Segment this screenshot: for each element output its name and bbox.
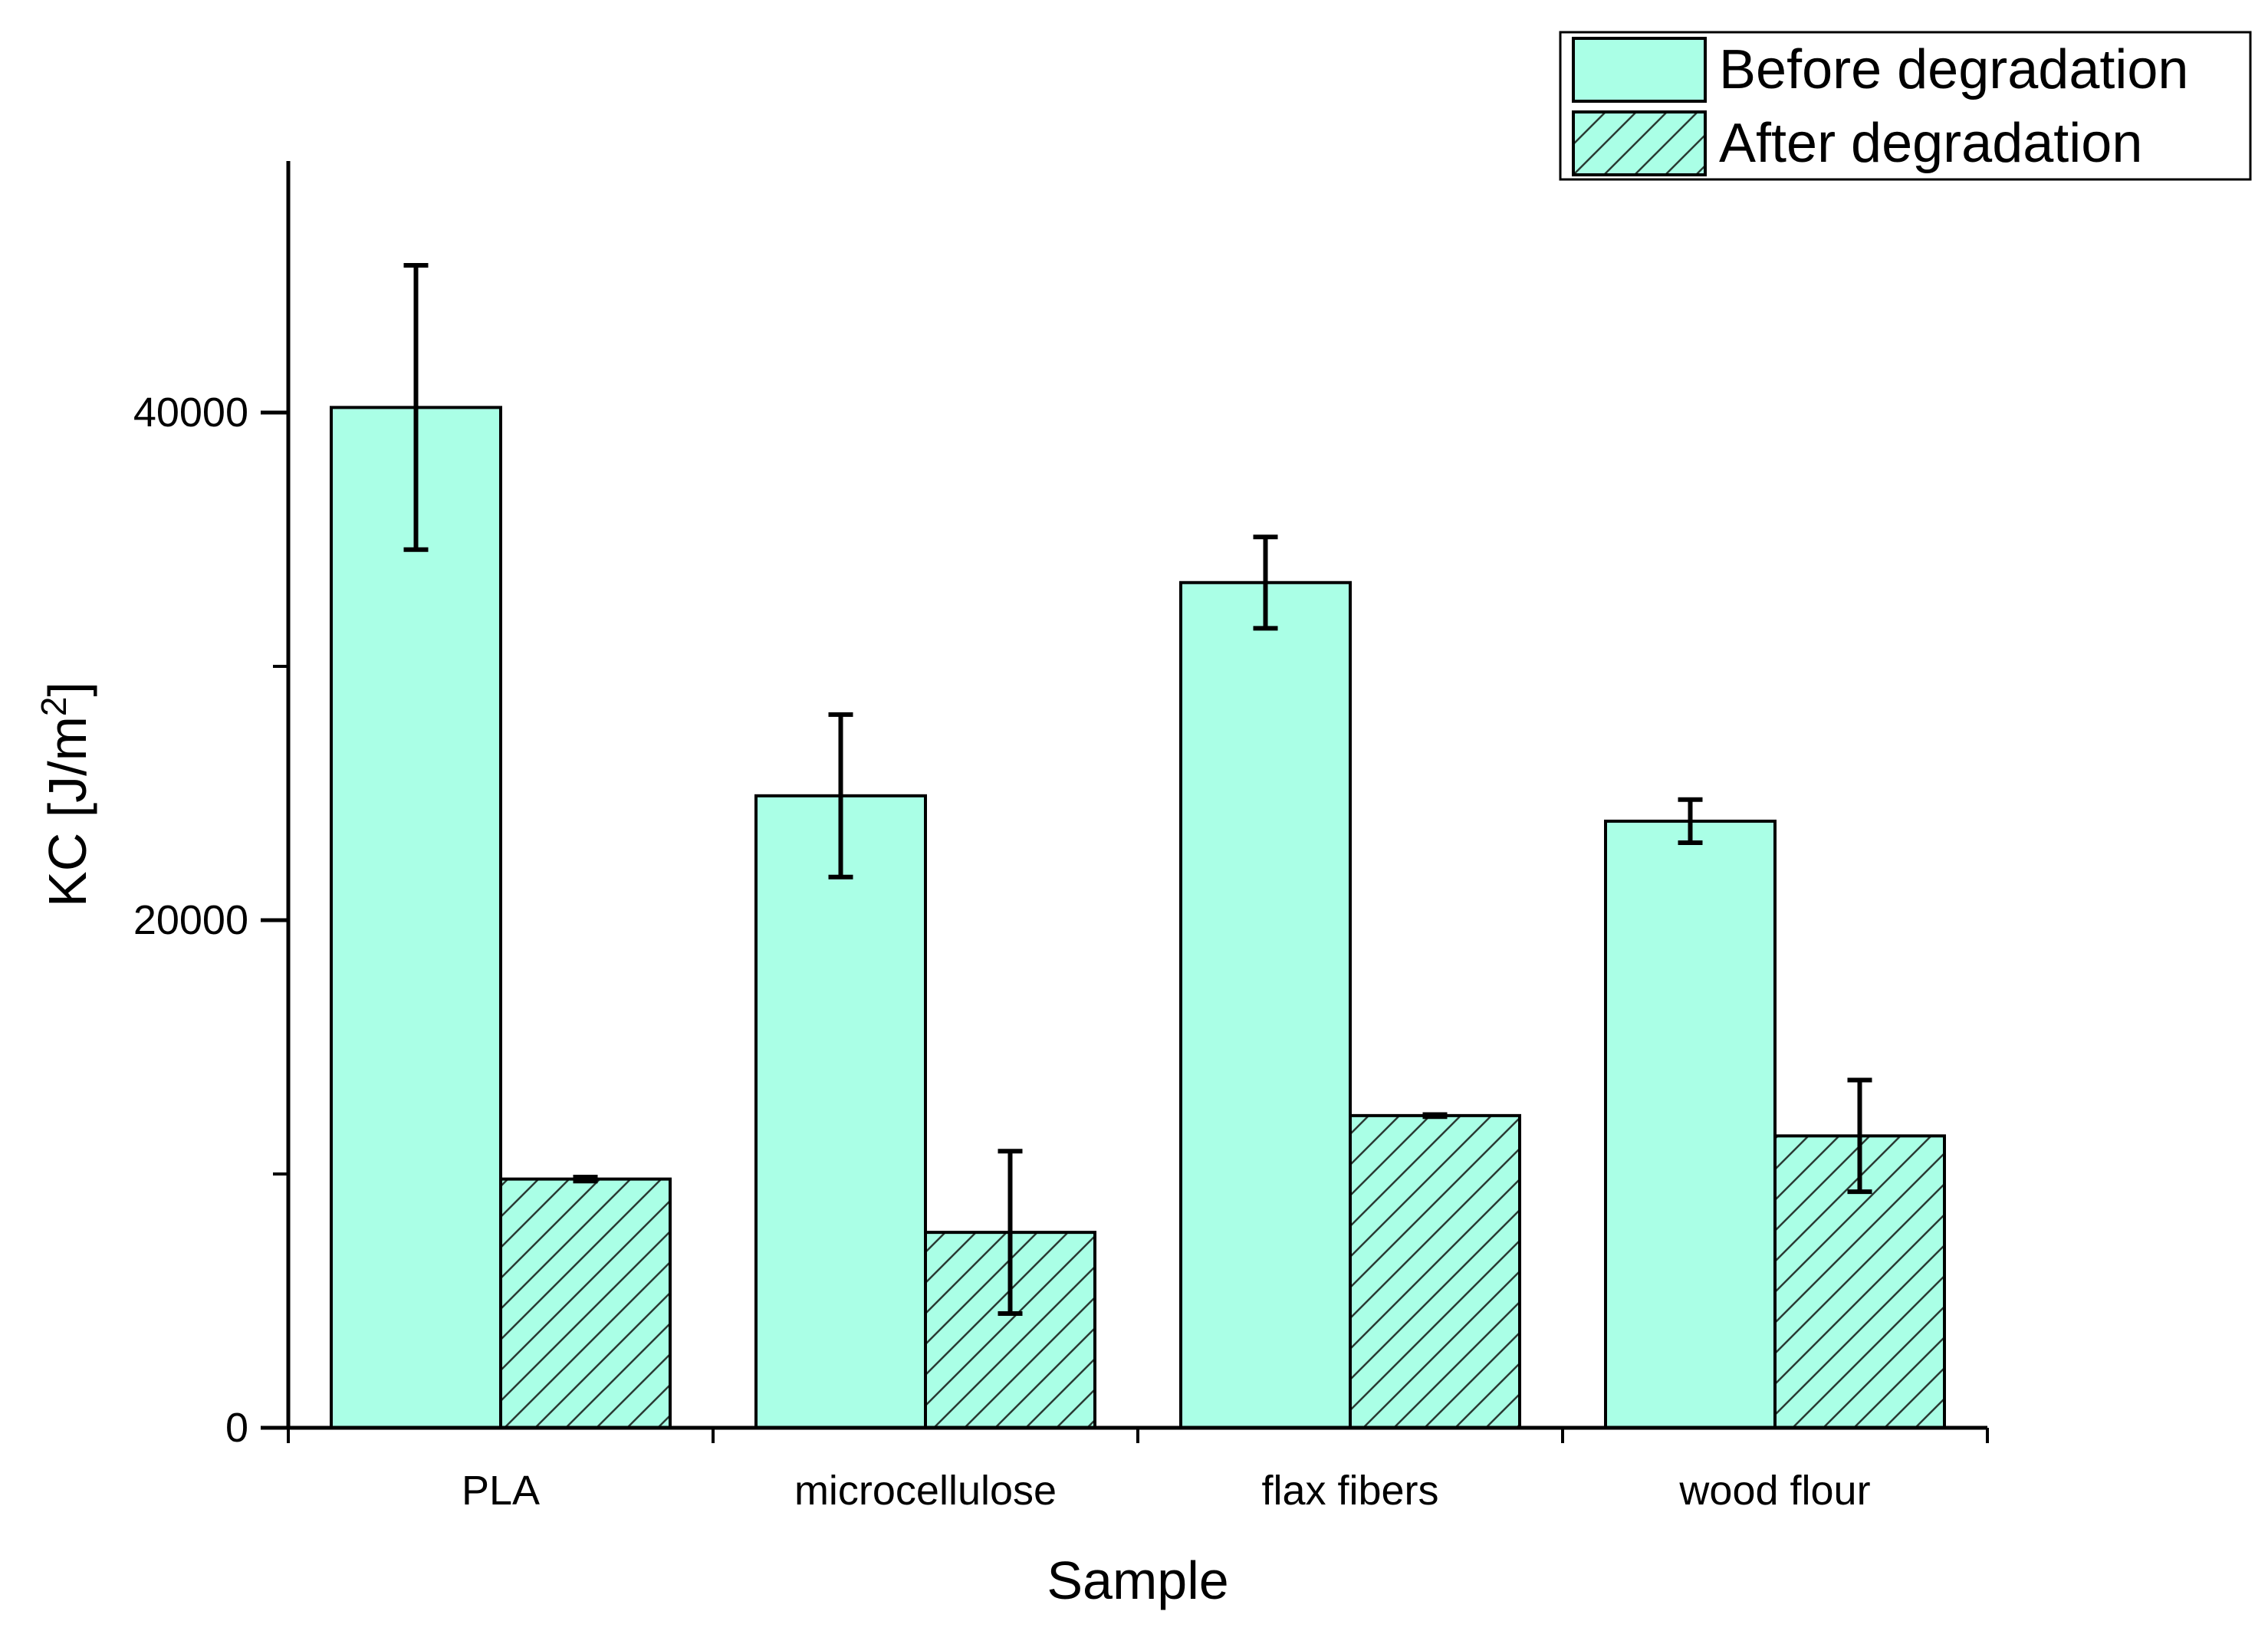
bar-before-0 [330,406,502,1429]
error-bar-after-3 [1847,1077,1872,1195]
error-bar-after-2 [1422,1112,1448,1120]
y-tick-label-1: 20000 [133,897,248,943]
legend-label-before: Before degradation [1719,39,2188,100]
legend-swatch-before [1572,37,1707,103]
bar-before-2 [1179,580,1352,1429]
bar-before-1 [754,794,927,1430]
y-tick-label-2: 40000 [133,390,248,436]
error-bar-after-0 [573,1174,598,1184]
y-axis-label: KC [J/m2] [34,682,97,907]
x-tick-label-2: flax fibers [1261,1468,1438,1514]
x-tick-label-0: PLA [462,1468,540,1514]
bar-after-2 [1349,1113,1521,1429]
error-bar-before-0 [403,263,429,552]
error-bar-before-1 [828,712,853,880]
x-axis-label: Sample [1047,1550,1228,1610]
y-tick-label-0: 0 [225,1405,248,1451]
legend-label-after: After degradation [1719,113,2142,174]
error-bar-before-2 [1253,534,1278,631]
y-axis-label-suffix: ] [38,682,97,696]
bar-after-0 [499,1177,672,1429]
error-bar-before-3 [1678,797,1703,846]
bar-before-3 [1604,819,1777,1430]
legend-swatch-after [1572,110,1707,176]
legend: Before degradation After degradation [1559,31,2252,181]
y-axis-label-superscript: 2 [34,696,74,716]
x-tick-label-1: microcellulose [794,1468,1057,1514]
x-tick-label-3: wood flour [1678,1468,1870,1514]
y-axis-label-main: KC [J/m [38,716,97,907]
error-bar-after-1 [998,1149,1023,1317]
